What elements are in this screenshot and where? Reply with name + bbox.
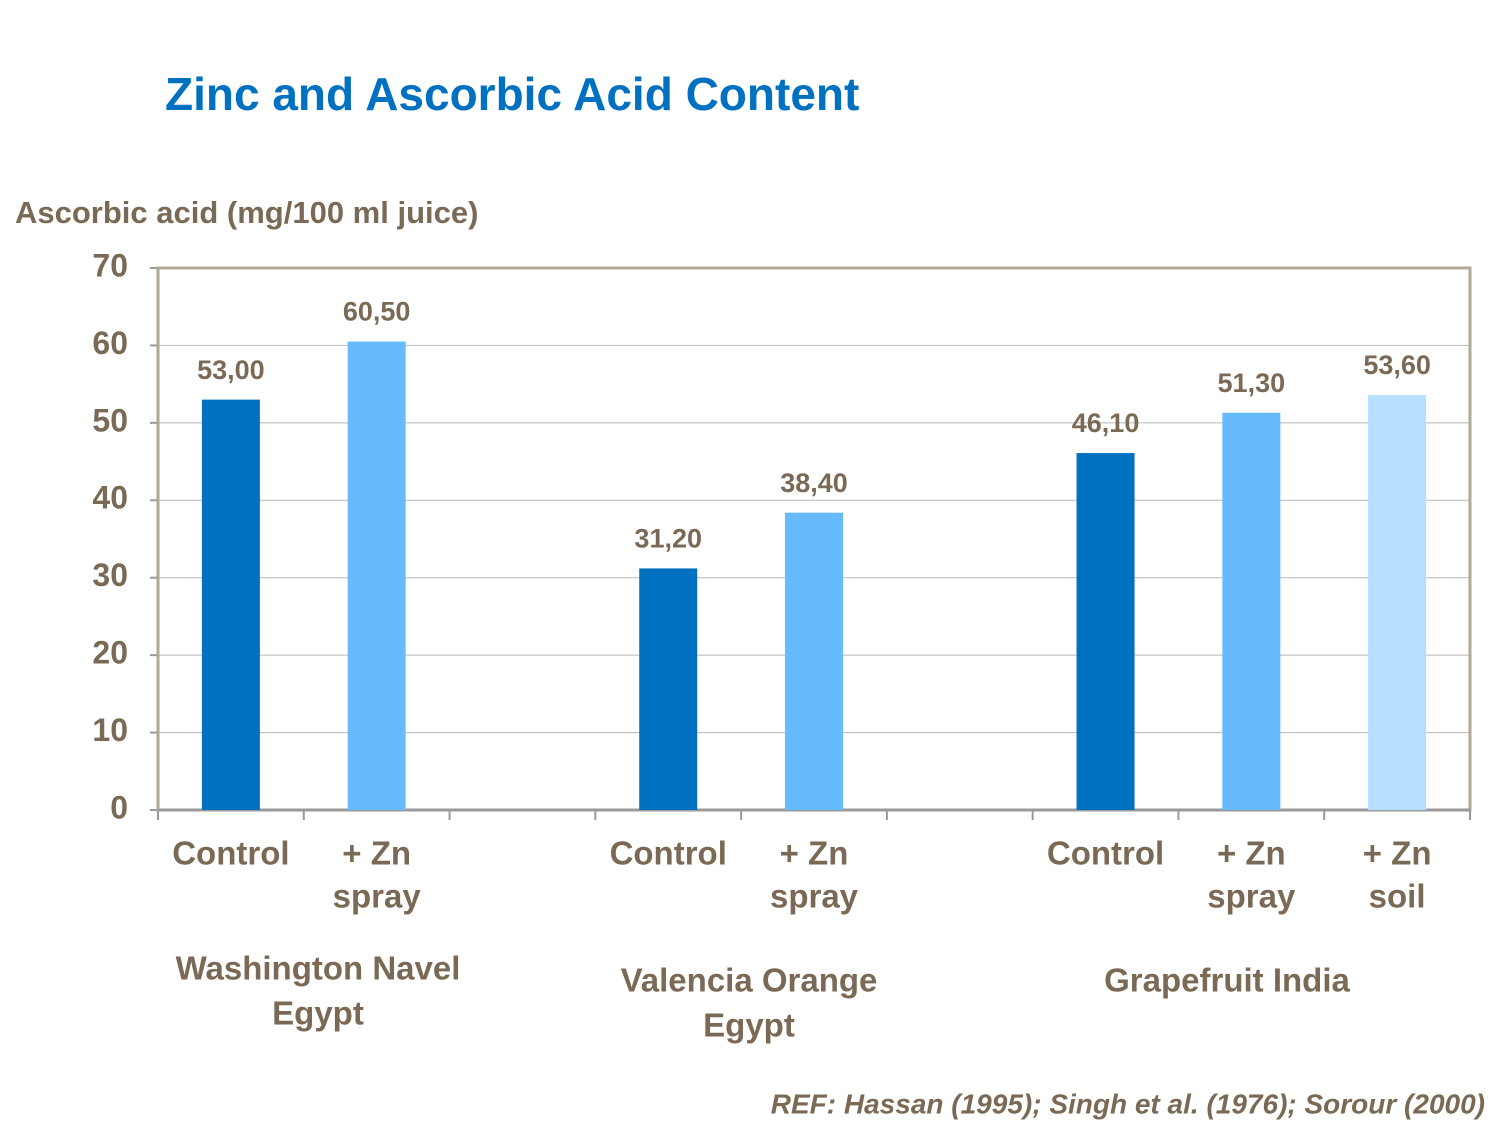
x-tick-label: Control xyxy=(1047,835,1164,872)
value-label: 60,50 xyxy=(343,297,411,327)
value-label: 53,60 xyxy=(1363,350,1431,380)
bar xyxy=(639,568,698,810)
group-label: Grapefruit India xyxy=(1104,962,1350,999)
x-tick-label: Control xyxy=(610,835,727,872)
value-label: 53,00 xyxy=(197,355,265,385)
x-tick-label: + Zn xyxy=(342,835,411,872)
x-tick-label: Control xyxy=(172,835,289,872)
x-tick-label: spray xyxy=(770,878,859,915)
y-tick-label: 10 xyxy=(92,712,128,748)
chart-title: Zinc and Ascorbic Acid Content xyxy=(165,68,859,120)
value-label: 46,10 xyxy=(1072,408,1140,438)
group-label: Valencia Orange xyxy=(621,962,878,999)
x-tick-label: spray xyxy=(1207,878,1296,915)
bar xyxy=(347,341,406,810)
bar xyxy=(785,512,843,810)
y-tick-label: 0 xyxy=(110,789,128,825)
reference: REF: Hassan (1995); Singh et al. (1976);… xyxy=(771,1088,1485,1119)
bar xyxy=(1076,453,1135,810)
group-label: Egypt xyxy=(272,995,364,1032)
x-tick-label: + Zn xyxy=(1217,835,1286,872)
x-tick-label: + Zn xyxy=(1363,835,1432,872)
x-tick-label: soil xyxy=(1369,878,1426,915)
y-tick-label: 40 xyxy=(92,480,128,516)
bar xyxy=(1368,394,1427,810)
y-tick-label: 60 xyxy=(92,325,128,361)
x-tick-label: spray xyxy=(333,878,422,915)
y-axis-title: Ascorbic acid (mg/100 ml juice) xyxy=(15,195,478,230)
group-label: Egypt xyxy=(703,1007,795,1044)
y-tick-label: 20 xyxy=(92,635,128,671)
y-tick-label: 70 xyxy=(92,247,128,283)
x-tick-label: + Zn xyxy=(780,835,849,872)
bar xyxy=(201,399,260,810)
value-label: 31,20 xyxy=(634,524,702,554)
bar xyxy=(1222,412,1281,810)
y-tick-label: 50 xyxy=(92,402,128,438)
y-tick-label: 30 xyxy=(92,557,128,593)
value-label: 38,40 xyxy=(780,468,848,498)
value-label: 51,30 xyxy=(1218,368,1286,398)
group-label: Washington Navel xyxy=(176,950,461,987)
